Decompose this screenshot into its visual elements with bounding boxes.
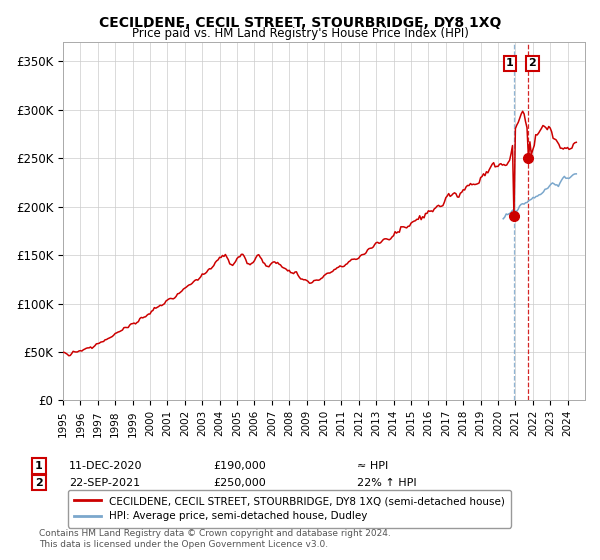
Text: 2: 2: [35, 478, 43, 488]
Text: Contains HM Land Registry data © Crown copyright and database right 2024.
This d: Contains HM Land Registry data © Crown c…: [39, 529, 391, 549]
Text: CECILDENE, CECIL STREET, STOURBRIDGE, DY8 1XQ: CECILDENE, CECIL STREET, STOURBRIDGE, DY…: [99, 16, 501, 30]
Text: 11-DEC-2020: 11-DEC-2020: [69, 461, 143, 471]
Text: £190,000: £190,000: [213, 461, 266, 471]
Text: Price paid vs. HM Land Registry's House Price Index (HPI): Price paid vs. HM Land Registry's House …: [131, 27, 469, 40]
Text: 1: 1: [506, 58, 514, 68]
Text: 22% ↑ HPI: 22% ↑ HPI: [357, 478, 416, 488]
Text: 1: 1: [35, 461, 43, 471]
Text: 22-SEP-2021: 22-SEP-2021: [69, 478, 140, 488]
Text: ≈ HPI: ≈ HPI: [357, 461, 388, 471]
Text: 2: 2: [529, 58, 536, 68]
Text: £250,000: £250,000: [213, 478, 266, 488]
Legend: CECILDENE, CECIL STREET, STOURBRIDGE, DY8 1XQ (semi-detached house), HPI: Averag: CECILDENE, CECIL STREET, STOURBRIDGE, DY…: [68, 490, 511, 528]
